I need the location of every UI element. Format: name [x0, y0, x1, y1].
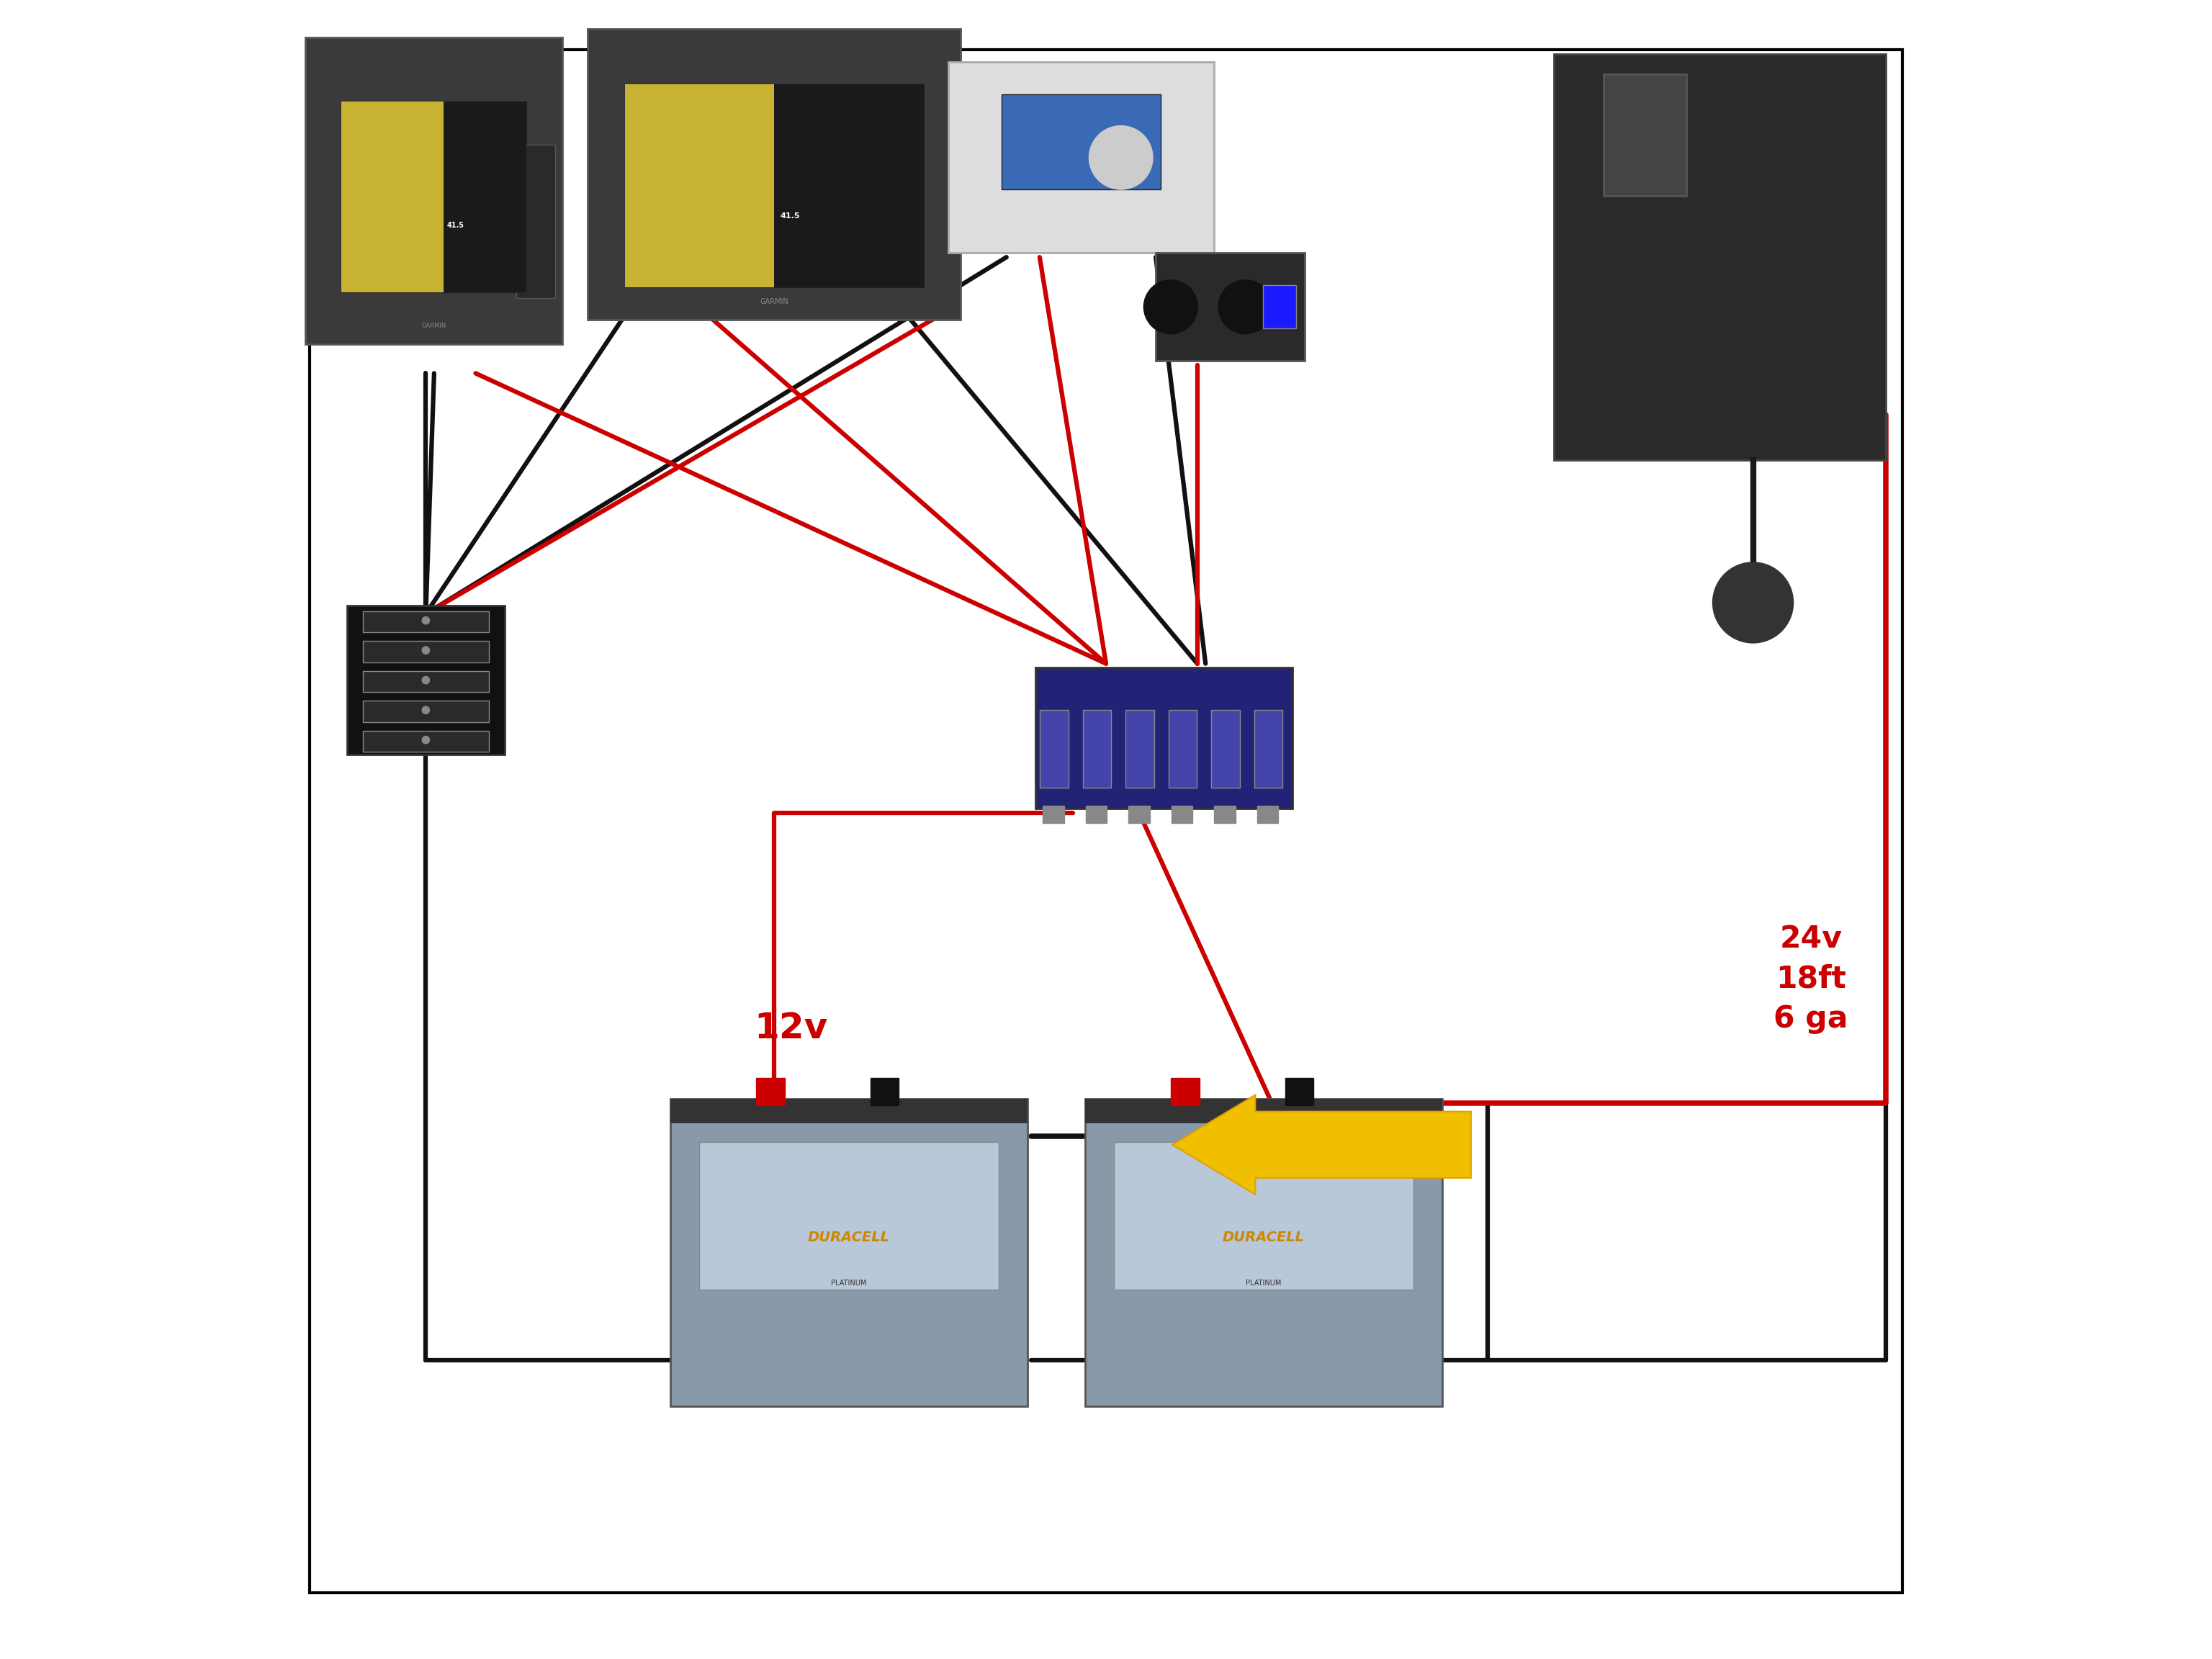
- Bar: [624, 85, 925, 287]
- Bar: [1553, 55, 1885, 460]
- Circle shape: [1219, 280, 1272, 333]
- Bar: [341, 101, 526, 292]
- Bar: [624, 85, 774, 287]
- Circle shape: [1712, 562, 1792, 642]
- Bar: [363, 730, 489, 752]
- Bar: [1263, 285, 1296, 328]
- Circle shape: [422, 707, 429, 713]
- Bar: [1002, 95, 1161, 189]
- Circle shape: [1088, 126, 1152, 189]
- Bar: [1082, 710, 1110, 788]
- Bar: [1170, 1078, 1199, 1105]
- Text: 24v
18ft
6 ga: 24v 18ft 6 ga: [1774, 924, 1849, 1034]
- Bar: [670, 1100, 1026, 1123]
- Text: DURACELL: DURACELL: [1223, 1231, 1305, 1244]
- Bar: [757, 1078, 785, 1105]
- Bar: [1115, 1141, 1413, 1289]
- Circle shape: [422, 617, 429, 624]
- Bar: [1126, 710, 1155, 788]
- Bar: [341, 101, 442, 292]
- Text: DURACELL: DURACELL: [807, 1231, 889, 1244]
- Bar: [869, 1078, 898, 1105]
- Bar: [1254, 710, 1283, 788]
- Bar: [363, 640, 489, 662]
- Circle shape: [422, 647, 429, 654]
- Text: GARMIN: GARMIN: [761, 299, 787, 305]
- Circle shape: [1144, 280, 1197, 333]
- Bar: [1170, 806, 1192, 823]
- Bar: [1212, 710, 1239, 788]
- Bar: [363, 611, 489, 632]
- Text: 41.5: 41.5: [781, 212, 801, 221]
- Text: PLATINUM: PLATINUM: [1245, 1279, 1281, 1287]
- Text: GARMIN: GARMIN: [422, 322, 447, 328]
- Bar: [363, 700, 489, 722]
- Bar: [699, 1141, 998, 1289]
- Bar: [670, 1100, 1026, 1407]
- Bar: [1040, 710, 1068, 788]
- Bar: [949, 63, 1214, 252]
- Bar: [1285, 1078, 1314, 1105]
- Bar: [774, 85, 925, 287]
- Bar: [363, 670, 489, 692]
- Text: 41.5: 41.5: [447, 222, 465, 229]
- Bar: [515, 144, 555, 299]
- Bar: [1086, 1100, 1442, 1123]
- Bar: [347, 606, 504, 755]
- Bar: [1256, 806, 1279, 823]
- Bar: [1168, 710, 1197, 788]
- Text: PLATINUM: PLATINUM: [832, 1279, 867, 1287]
- Circle shape: [422, 737, 429, 743]
- Bar: [305, 36, 562, 345]
- Text: 12v: 12v: [754, 1012, 827, 1045]
- Bar: [1035, 669, 1292, 810]
- FancyArrow shape: [1172, 1095, 1471, 1194]
- Bar: [1214, 806, 1237, 823]
- Bar: [1128, 806, 1150, 823]
- Bar: [1604, 75, 1686, 196]
- Bar: [1086, 1100, 1442, 1407]
- Bar: [442, 101, 526, 292]
- Bar: [1086, 806, 1106, 823]
- Bar: [1042, 806, 1064, 823]
- Circle shape: [422, 677, 429, 684]
- Bar: [1155, 254, 1305, 362]
- Bar: [588, 30, 960, 319]
